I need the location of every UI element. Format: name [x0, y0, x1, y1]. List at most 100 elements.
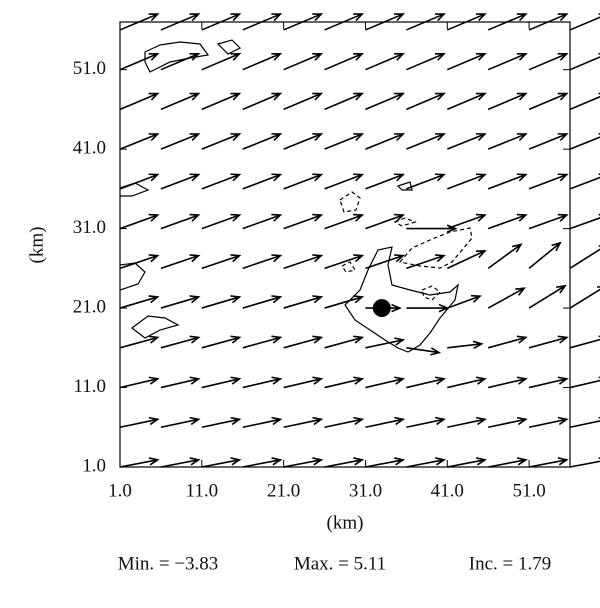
- wind-arrow: [201, 13, 242, 31]
- wind-arrow: [160, 213, 201, 230]
- wind-arrow: [160, 416, 201, 429]
- footer-max: Max. = 5.11: [294, 553, 386, 574]
- wind-arrow: [488, 416, 528, 429]
- wind-arrow: [569, 213, 600, 230]
- wind-arrow: [242, 295, 283, 309]
- wind-arrow: [528, 92, 569, 111]
- wind-arrow: [283, 52, 324, 71]
- wind-arrow: [119, 52, 160, 71]
- wind-arrow: [119, 133, 160, 150]
- wind-arrow: [406, 416, 447, 429]
- wind-arrow: [569, 173, 600, 190]
- wind-arrow: [160, 457, 201, 468]
- wind-arrow: [201, 133, 242, 150]
- wind-arrow: [283, 254, 324, 270]
- wind-arrow: [487, 92, 528, 111]
- wind-arrow: [160, 52, 201, 71]
- wind-arrow: [119, 173, 160, 190]
- contour: [131, 315, 180, 339]
- wind-arrow: [324, 52, 365, 71]
- y-tick-label: 21.0: [73, 296, 106, 317]
- wind-arrow: [569, 376, 600, 389]
- contour-negative: [421, 285, 441, 301]
- wind-arrow: [446, 92, 487, 111]
- wind-arrow: [406, 457, 447, 468]
- footer-inc: Inc. = 1.79: [469, 553, 551, 574]
- wind-arrow: [324, 13, 365, 31]
- wind-arrow: [119, 254, 160, 270]
- wind-arrow: [487, 13, 528, 31]
- x-tick-label: 41.0: [431, 480, 464, 501]
- wind-arrow: [446, 294, 482, 309]
- wind-arrow: [283, 133, 324, 150]
- x-axis-label: (km): [327, 512, 364, 533]
- wind-arrow: [528, 335, 569, 349]
- wind-arrow: [365, 92, 405, 111]
- wind-arrow: [446, 13, 487, 31]
- wind-arrow: [569, 92, 600, 111]
- wind-arrow: [365, 254, 406, 270]
- y-tick-label: 1.0: [82, 455, 106, 476]
- wind-arrow: [365, 213, 406, 230]
- wind-arrow: [447, 376, 487, 389]
- wind-arrow: [569, 335, 600, 349]
- wind-arrow: [487, 335, 528, 349]
- wind-arrow: [201, 335, 242, 349]
- wind-arrow: [528, 241, 562, 269]
- wind-arrow: [365, 13, 405, 31]
- wind-arrow: [569, 457, 600, 468]
- wind-arrow: [324, 92, 365, 111]
- wind-arrow: [201, 295, 242, 309]
- wind-arrow: [160, 133, 201, 150]
- wind-arrow: [365, 52, 405, 71]
- wind-arrow: [242, 254, 283, 270]
- wind-arrow: [365, 376, 406, 389]
- wind-arrow: [283, 295, 324, 309]
- wind-arrow: [160, 335, 201, 349]
- footer-min: Min. = −3.83: [118, 553, 219, 574]
- wind-arrow: [324, 335, 365, 349]
- contour-negative: [339, 191, 361, 213]
- wind-arrow: [201, 52, 242, 71]
- contour: [119, 262, 146, 291]
- wind-arrow: [283, 173, 324, 190]
- wind-arrow: [406, 254, 446, 270]
- x-tick-label: 51.0: [512, 480, 545, 501]
- wind-arrow: [446, 173, 487, 190]
- wind-arrow: [283, 335, 324, 349]
- wind-arrow: [119, 213, 160, 230]
- wind-arrow: [324, 173, 365, 190]
- wind-arrow: [119, 92, 160, 111]
- wind-arrow: [569, 416, 600, 429]
- wind-arrow: [487, 173, 528, 190]
- wind-arrow: [324, 295, 365, 309]
- wind-arrow: [569, 133, 600, 150]
- wind-arrow: [201, 213, 242, 230]
- wind-arrow: [446, 133, 487, 150]
- wind-arrow: [283, 213, 324, 230]
- wind-arrow: [242, 52, 283, 71]
- wind-arrow: [160, 376, 201, 389]
- wind-arrow: [324, 376, 365, 389]
- wind-arrow: [242, 92, 283, 111]
- contour: [344, 246, 459, 353]
- y-axis-label: (km): [26, 227, 47, 264]
- wind-arrow: [406, 13, 446, 31]
- wind-arrow: [283, 416, 324, 429]
- contour: [216, 39, 242, 55]
- wind-arrow: [242, 173, 283, 190]
- wind-arrow: [201, 376, 242, 389]
- wind-arrow: [119, 335, 160, 349]
- wind-arrow: [324, 457, 365, 468]
- wind-arrow: [242, 376, 283, 389]
- wind-arrow: [365, 416, 406, 429]
- contour-negative: [393, 217, 417, 227]
- wind-arrow: [283, 376, 324, 389]
- wind-arrow: [487, 287, 526, 309]
- wind-arrow: [160, 295, 201, 309]
- wind-arrow: [160, 173, 201, 190]
- x-tick-label: 11.0: [186, 480, 219, 501]
- x-tick-label: 21.0: [267, 480, 300, 501]
- wind-arrow: [528, 133, 569, 150]
